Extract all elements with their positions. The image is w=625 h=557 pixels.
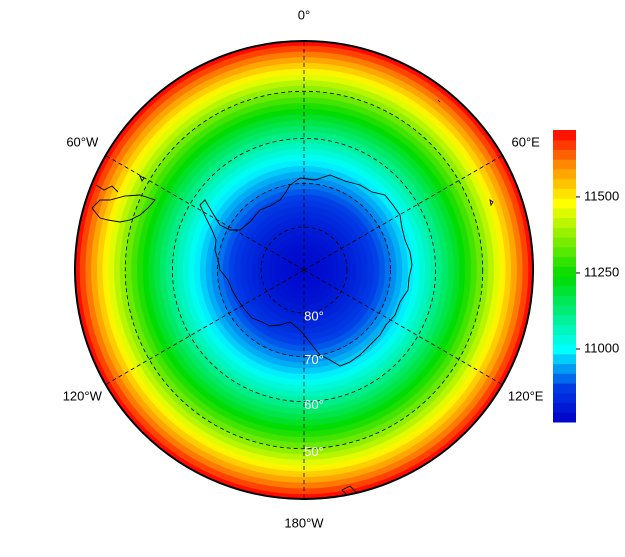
meridian bbox=[303, 155, 503, 271]
colorbar: 11000 11250 11500 bbox=[553, 130, 619, 423]
colorbar-step bbox=[553, 344, 576, 355]
colorbar-step bbox=[553, 159, 576, 170]
colorbar-step bbox=[553, 363, 576, 374]
meridian-label: 0° bbox=[298, 7, 310, 22]
graticule: 80° 70° 60° 50° 0° 60°E 120°E 180°W 120°W 60°W bbox=[63, 7, 544, 530]
colorbar-step bbox=[553, 392, 576, 404]
colorbar-step bbox=[553, 285, 576, 296]
colorbar-step bbox=[553, 402, 576, 413]
meridian-label: 60°W bbox=[66, 134, 99, 149]
colorbar-step bbox=[553, 227, 576, 238]
colorbar-step bbox=[553, 246, 576, 258]
parallel bbox=[260, 226, 348, 314]
colorbar-step bbox=[553, 266, 576, 277]
colorbar-step bbox=[553, 305, 576, 316]
tierra-del-fuego bbox=[91, 194, 156, 223]
south-america-tip bbox=[95, 184, 119, 193]
colorbar-step bbox=[553, 217, 576, 228]
colorbar-step bbox=[553, 256, 576, 267]
colorbar-step bbox=[553, 334, 576, 345]
parallel-label: 70° bbox=[304, 352, 324, 367]
map-boundary bbox=[74, 40, 534, 500]
colorbar-step bbox=[553, 412, 576, 423]
colorbar-step bbox=[553, 188, 576, 199]
colorbar-tick-label: 11500 bbox=[584, 188, 619, 203]
parallel bbox=[172, 138, 436, 402]
parallel-label: 80° bbox=[304, 308, 324, 323]
meridian-label: 120°W bbox=[63, 388, 103, 403]
colorbar-step bbox=[553, 207, 576, 219]
meridian-label: 120°E bbox=[508, 388, 544, 403]
meridian bbox=[105, 155, 305, 271]
colorbar-step bbox=[553, 139, 576, 150]
colorbar-step bbox=[553, 314, 576, 326]
colorbar-step bbox=[553, 149, 576, 160]
parallel-label: 60° bbox=[304, 397, 324, 412]
colorbar-step bbox=[553, 130, 576, 141]
colorbar-step bbox=[553, 353, 576, 365]
colorbar-step bbox=[553, 178, 576, 189]
meridian-label: 180°W bbox=[284, 515, 324, 530]
colorbar-step bbox=[553, 373, 576, 384]
colorbar-tick-label: 11000 bbox=[584, 340, 619, 355]
colorbar-tick-label: 11250 bbox=[584, 264, 619, 279]
colorbar-step bbox=[553, 237, 576, 248]
colorbar-step bbox=[553, 324, 576, 335]
coastlines bbox=[91, 99, 494, 499]
islands bbox=[139, 99, 494, 499]
colorbar-step bbox=[553, 276, 576, 287]
meridian bbox=[303, 269, 503, 385]
meridian-label: 60°E bbox=[512, 134, 541, 149]
antarctica bbox=[199, 174, 413, 367]
parallel-label: 50° bbox=[304, 444, 324, 459]
colorbar-step bbox=[553, 168, 576, 180]
colorbar-step bbox=[553, 383, 576, 394]
meridian bbox=[105, 269, 305, 385]
colorbar-step bbox=[553, 295, 576, 306]
colorbar-step bbox=[553, 198, 576, 209]
